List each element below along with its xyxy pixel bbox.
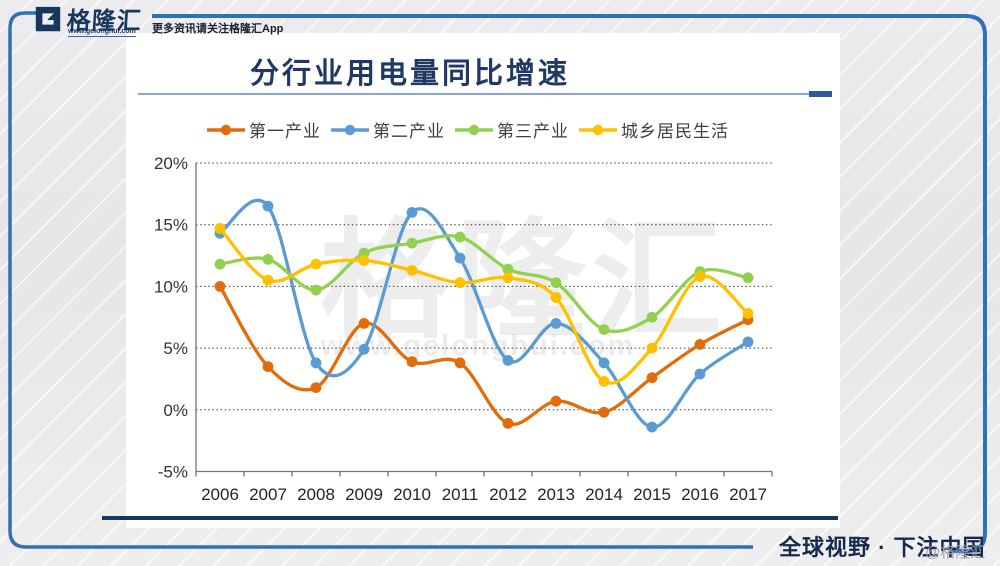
data-point-marker (358, 255, 370, 266)
data-point-marker (310, 258, 322, 270)
chart-card: 分行业用电量同比增速 第一产业 第二产业 第三产业 城乡居民生活 格隆汇 www.gel… (126, 33, 840, 528)
data-point-marker (646, 421, 658, 433)
data-point-marker (262, 274, 274, 286)
data-point-marker (214, 258, 226, 270)
card-bottom-rule (102, 516, 838, 520)
x-axis-label: 2016 (681, 485, 719, 504)
data-point-marker (502, 272, 514, 284)
data-point-marker (406, 237, 418, 249)
data-point-marker (310, 382, 322, 393)
y-axis-label: 20% (154, 154, 188, 173)
y-axis-label: -5% (158, 463, 188, 482)
data-point-marker (694, 368, 706, 380)
data-point-marker (262, 361, 274, 372)
data-point-marker (694, 339, 706, 350)
data-point-marker (454, 252, 466, 264)
data-point-marker (598, 376, 610, 387)
data-point-marker (742, 272, 754, 284)
data-point-marker (550, 318, 562, 329)
data-point-marker (406, 265, 418, 276)
data-point-marker (550, 292, 562, 303)
gelonghui-logo-icon (33, 4, 63, 34)
x-axis-label: 2014 (585, 485, 623, 504)
header-tagline: 更多资讯请关注格隆汇App (152, 23, 284, 35)
data-point-marker (502, 418, 514, 429)
data-point-marker (310, 284, 322, 296)
logo-url: www.gelonghui.com (68, 28, 136, 37)
x-axis-label: 2009 (345, 485, 383, 504)
y-axis-label: 5% (163, 339, 188, 358)
data-point-marker (598, 406, 610, 418)
data-point-marker (262, 253, 274, 265)
data-point-marker (454, 231, 466, 243)
data-point-marker (454, 277, 466, 289)
x-axis-label: 2006 (201, 485, 239, 504)
data-point-marker (310, 357, 322, 369)
x-axis-label: 2012 (489, 485, 527, 504)
data-point-marker (646, 372, 658, 384)
data-point-marker (406, 356, 418, 368)
data-point-marker (646, 342, 658, 354)
x-axis-label: 2011 (442, 485, 479, 504)
data-point-marker (598, 324, 610, 335)
data-point-marker (550, 277, 562, 289)
data-point-marker (262, 200, 274, 212)
data-point-marker (214, 281, 226, 292)
data-point-marker (214, 223, 226, 234)
data-point-marker (358, 343, 370, 355)
data-point-marker (502, 355, 514, 366)
footer-watermark: @格隆汇 (925, 544, 986, 561)
line-chart: 格隆汇www.gelonghui.com20%15%10%5%0%-5%2006… (154, 154, 773, 504)
y-axis-label: 15% (154, 216, 188, 235)
data-point-marker (742, 336, 754, 348)
y-axis-label: 0% (163, 401, 188, 420)
x-axis-label: 2017 (729, 485, 767, 504)
data-point-marker (406, 207, 418, 218)
data-point-marker (358, 318, 370, 329)
data-point-marker (598, 357, 610, 369)
x-axis-label: 2008 (297, 485, 335, 504)
data-point-marker (742, 308, 754, 319)
x-axis-label: 2013 (537, 485, 575, 504)
data-point-marker (454, 357, 466, 369)
y-axis-label: 10% (154, 277, 188, 296)
data-point-marker (694, 271, 706, 282)
x-axis-label: 2007 (249, 485, 287, 504)
data-point-marker (550, 395, 562, 407)
x-axis-label: 2010 (393, 485, 431, 504)
x-axis-label: 2015 (633, 485, 671, 504)
data-point-marker (646, 311, 658, 323)
